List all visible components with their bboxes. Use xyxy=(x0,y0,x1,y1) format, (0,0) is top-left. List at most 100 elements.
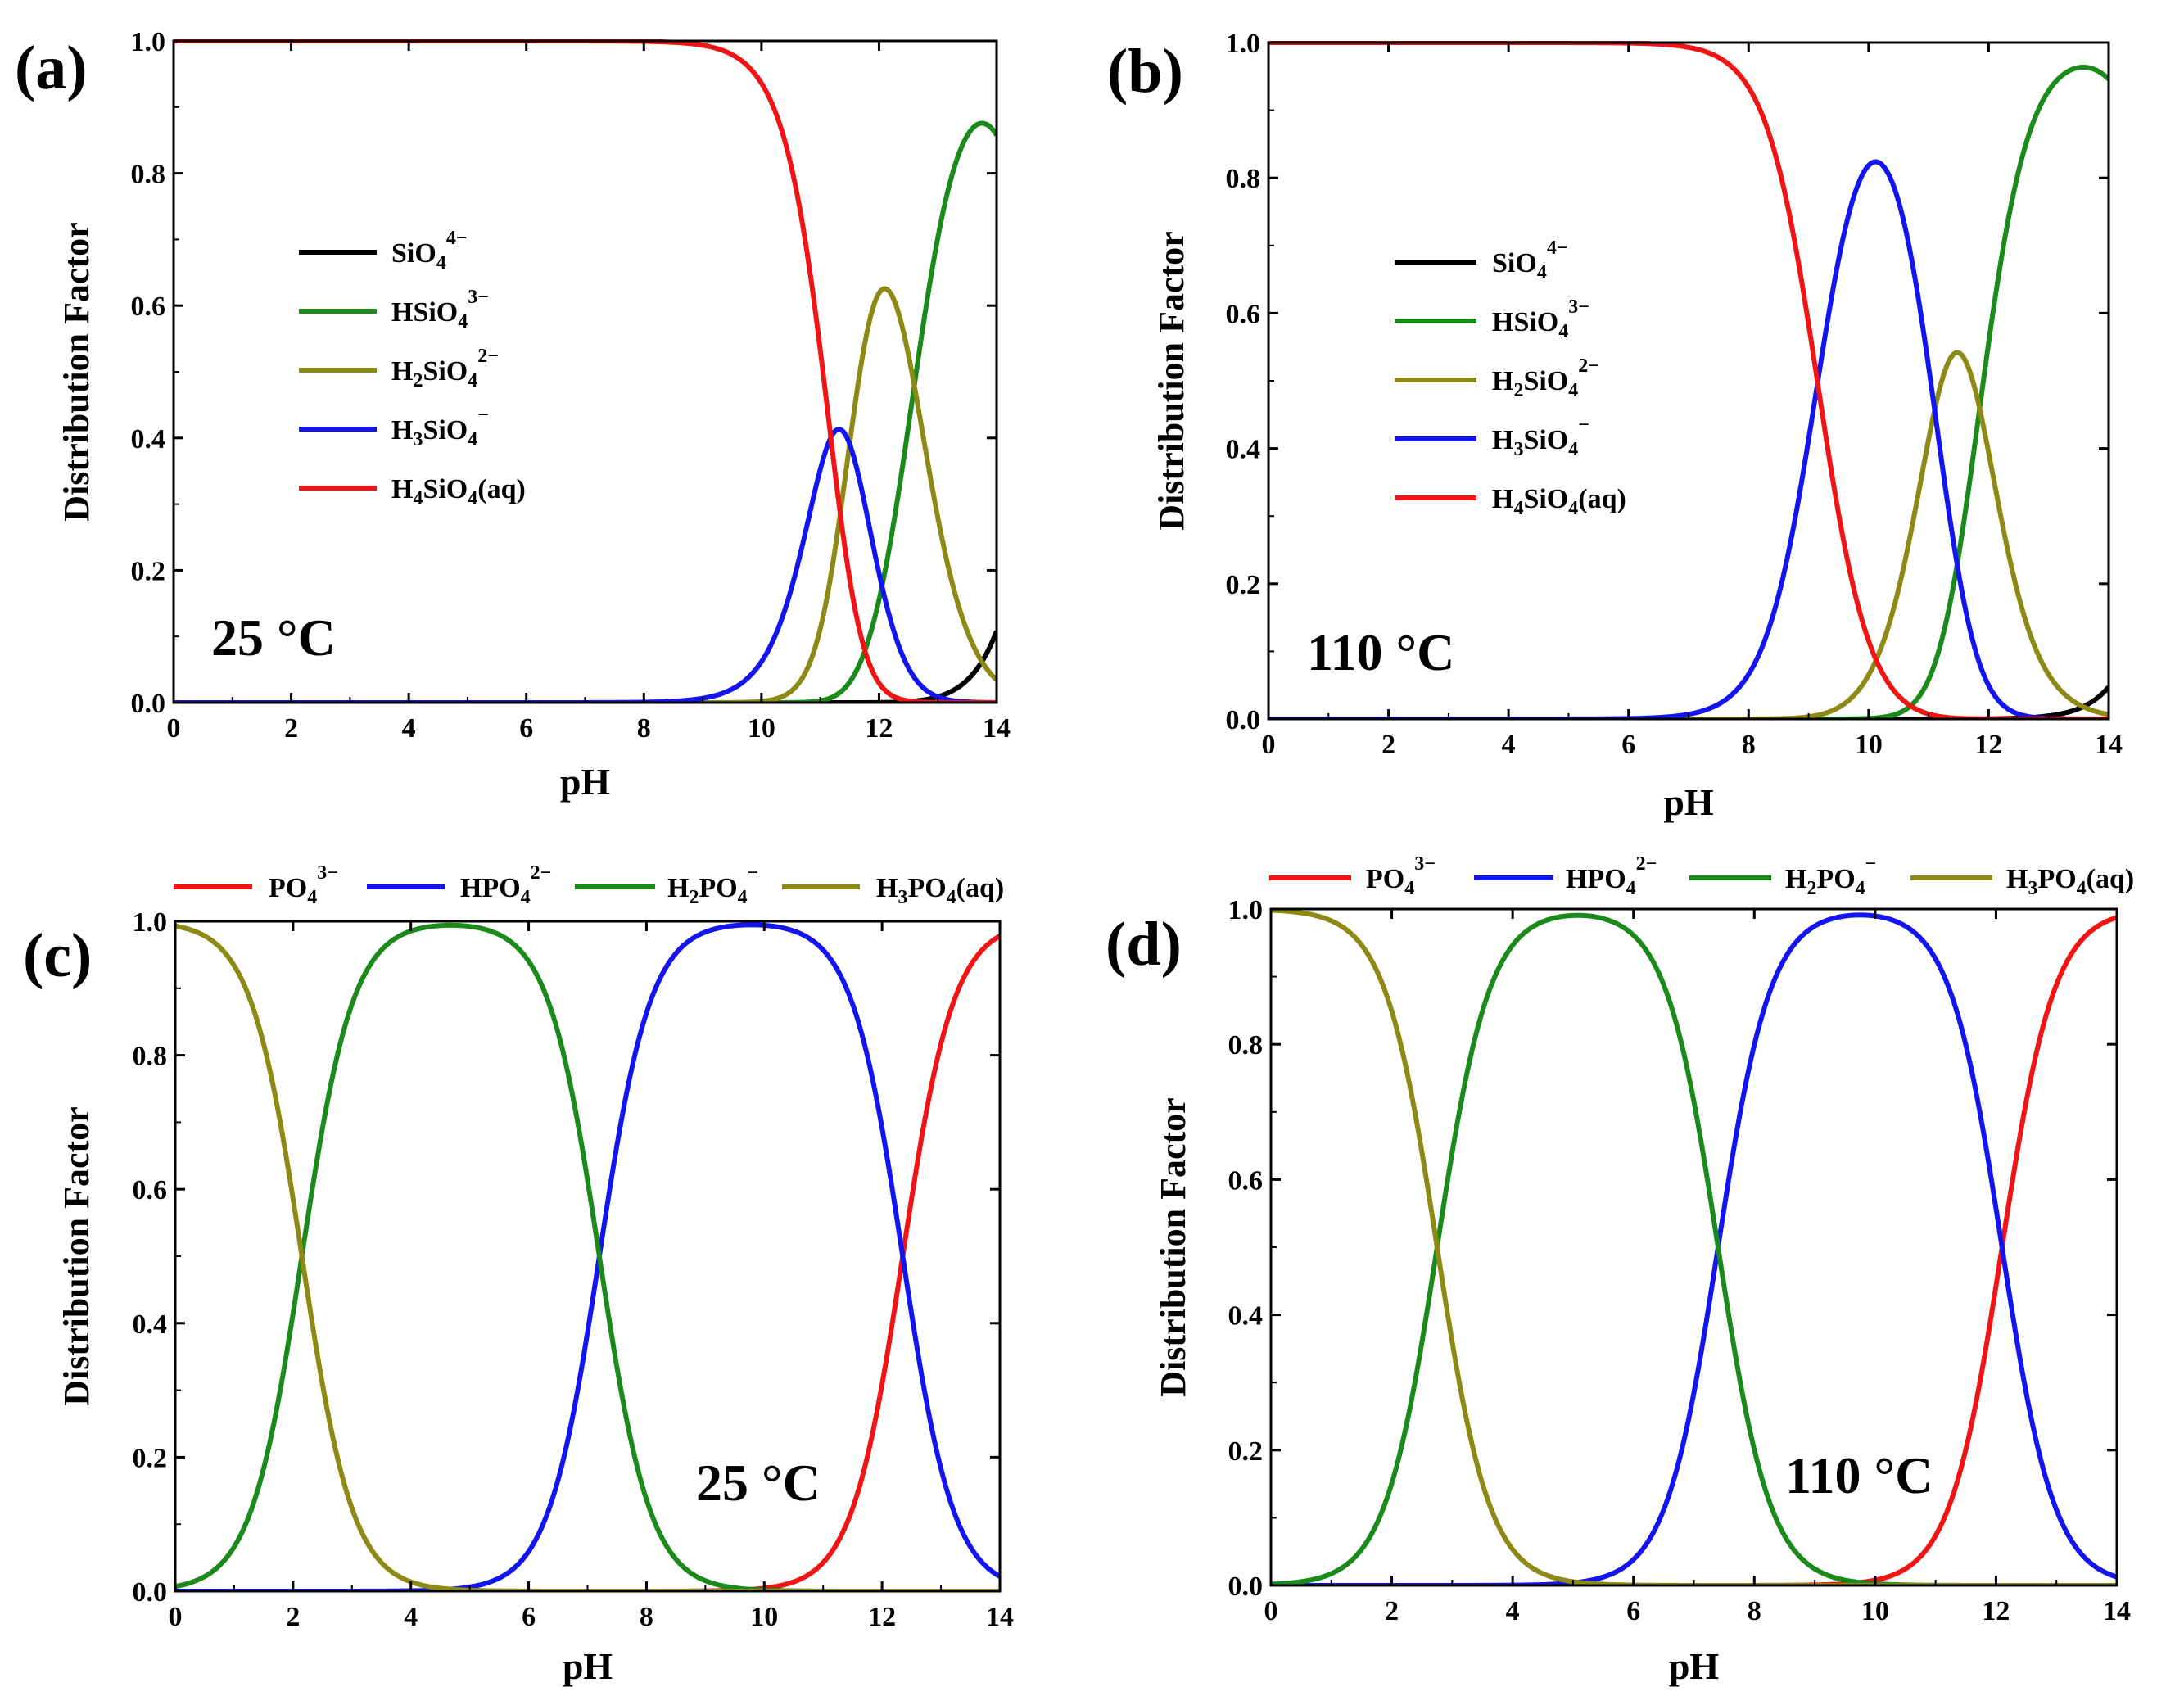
x-tick-label: 8 xyxy=(640,1602,653,1632)
x-tick-label: 6 xyxy=(1626,1596,1640,1626)
y-tick-label: 0.6 xyxy=(1226,299,1261,329)
temperature-label: 25 °C xyxy=(211,608,336,667)
x-tick-label: 10 xyxy=(1861,1596,1889,1626)
series-line-po4-3- xyxy=(1271,915,2117,1585)
legend-label: SiO44− xyxy=(391,228,468,274)
x-tick-label: 6 xyxy=(519,713,533,744)
x-tick-label: 10 xyxy=(750,1602,778,1632)
y-tick-label: 1.0 xyxy=(1226,29,1261,59)
temperature-label: 110 °C xyxy=(1785,1446,1933,1504)
x-tick-label: 12 xyxy=(1982,1596,2010,1626)
x-tick-label: 4 xyxy=(1502,730,1516,760)
plot-frame xyxy=(172,39,998,704)
legend: SiO44− HSiO43− H2SiO42− H3SiO4− H4SiO4(aq) xyxy=(299,228,526,509)
x-tick-label: 2 xyxy=(1385,1596,1399,1626)
series-group xyxy=(1271,907,2117,1585)
y-tick-label: 0.6 xyxy=(131,292,166,322)
y-tick-label: 0.2 xyxy=(131,556,166,586)
y-tick-label: 0.6 xyxy=(1228,1165,1264,1196)
legend-label: H3PO4(aq) xyxy=(876,873,1004,908)
legend-label: PO43− xyxy=(269,862,338,908)
legend: PO43− HPO42− H2PO4− H3PO4(aq) xyxy=(174,862,1004,908)
series-line-h2sio4-2- xyxy=(1268,350,2109,719)
legend-label: PO43− xyxy=(1366,853,1436,899)
panel-label: (a) xyxy=(15,34,88,102)
legend-label: H2PO4− xyxy=(667,862,758,908)
y-tick-label: 0.8 xyxy=(133,1042,168,1072)
x-tick-label: 8 xyxy=(1748,1596,1761,1626)
x-axis-title: pH xyxy=(1663,781,1714,823)
panel-a: 0 2 4 6 8 10 12 14 0.0 0.2 0.4 0.6 0.8 1.0 pH Distribut… xyxy=(15,27,1011,803)
x-tick-label: 14 xyxy=(983,713,1011,744)
x-tick-label: 4 xyxy=(404,1602,418,1632)
legend-label: HSiO43− xyxy=(391,287,489,332)
x-axis-title: pH xyxy=(560,761,611,803)
legend-label: H4SiO4(aq) xyxy=(391,474,526,509)
y-tick-label: 0.8 xyxy=(1226,164,1261,194)
y-tick-label: 0.2 xyxy=(133,1443,168,1473)
legend-label: HPO42− xyxy=(460,862,551,908)
legend: PO43− HPO42− H2PO4− H3PO4(aq) xyxy=(1269,853,2134,899)
y-tick-label: 0.2 xyxy=(1228,1436,1264,1467)
plot-frame xyxy=(1269,907,2118,1587)
x-tick-label: 0 xyxy=(1262,730,1276,760)
series-line-hsio4-3- xyxy=(1268,65,2109,719)
x-tick-label: 12 xyxy=(1974,730,2002,760)
temperature-label: 25 °C xyxy=(696,1454,821,1512)
legend-label: H3SiO4− xyxy=(1492,414,1589,460)
legend-label: H3PO4(aq) xyxy=(2006,864,2134,899)
panel-b: 0 2 4 6 8 10 12 14 0.0 0.2 0.4 0.6 0.8 1.0 pH Distribut… xyxy=(1107,29,2123,823)
x-tick-label: 4 xyxy=(402,713,416,744)
temperature-label: 110 °C xyxy=(1307,623,1454,681)
x-tick-label: 8 xyxy=(637,713,651,744)
series-group xyxy=(1268,41,2109,719)
x-tick-label: 2 xyxy=(1381,730,1395,760)
x-tick-label: 4 xyxy=(1506,1596,1520,1626)
series-line-h2sio4-2- xyxy=(174,286,997,703)
x-axis-title: pH xyxy=(1669,1645,1720,1687)
x-tick-label: 12 xyxy=(868,1602,896,1632)
panel-label: (c) xyxy=(23,921,92,990)
panel-c: 0 2 4 6 8 10 12 14 0.0 0.2 0.4 0.6 0.8 1.0 pH Distribut… xyxy=(23,862,1014,1687)
series-group xyxy=(175,922,1000,1591)
x-tick-label: 0 xyxy=(1264,1596,1278,1626)
series-line-h2po4- xyxy=(175,922,1000,1591)
y-axis-title: Distribution Factor xyxy=(1151,231,1191,530)
series-line-h4sio4-aq- xyxy=(174,39,997,703)
legend-label: H2PO4− xyxy=(1785,853,1876,899)
legend-label: H3SiO4− xyxy=(391,405,489,450)
legend-label: H2SiO42− xyxy=(1492,355,1599,401)
x-axis-title: pH xyxy=(563,1645,613,1687)
x-tick-label: 0 xyxy=(169,1602,183,1632)
x-tick-label: 14 xyxy=(986,1602,1014,1632)
panel-d: 0 2 4 6 8 10 12 14 0.0 0.2 0.4 0.6 0.8 1.0 pH Distribut… xyxy=(1106,853,2134,1687)
y-tick-label: 0.0 xyxy=(133,1577,168,1608)
x-tick-label: 0 xyxy=(167,713,181,744)
legend-label: HPO42− xyxy=(1566,853,1657,899)
x-tick-label: 8 xyxy=(1742,730,1756,760)
legend: SiO44− HSiO43− H2SiO42− H3SiO4− H4SiO4(aq) xyxy=(1395,237,1626,519)
legend-label: H2SiO42− xyxy=(391,346,499,391)
y-tick-label: 0.0 xyxy=(1228,1572,1264,1602)
series-line-hpo4-2- xyxy=(175,922,1000,1591)
x-tick-label: 10 xyxy=(1855,730,1883,760)
legend-label: SiO44− xyxy=(1492,237,1568,283)
series-line-h2po4- xyxy=(1271,912,2117,1585)
y-tick-label: 0.4 xyxy=(133,1309,168,1340)
y-tick-label: 0.6 xyxy=(133,1175,168,1205)
panel-label: (b) xyxy=(1107,37,1183,106)
y-tick-label: 1.0 xyxy=(1228,895,1264,925)
panel-label: (d) xyxy=(1106,910,1182,979)
series-line-hsio4-3- xyxy=(174,120,997,703)
y-tick-label: 1.0 xyxy=(133,907,168,938)
series-line-h3po4-aq- xyxy=(175,923,1000,1591)
y-tick-label: 1.0 xyxy=(131,27,166,57)
y-tick-label: 0.4 xyxy=(1228,1301,1264,1332)
x-tick-label: 6 xyxy=(522,1602,536,1632)
legend-label: HSiO43− xyxy=(1492,296,1589,342)
x-tick-label: 6 xyxy=(1621,730,1635,760)
x-tick-label: 14 xyxy=(2095,730,2123,760)
y-axis-title: Distribution Factor xyxy=(57,1106,97,1405)
x-tick-label: 2 xyxy=(284,713,298,744)
